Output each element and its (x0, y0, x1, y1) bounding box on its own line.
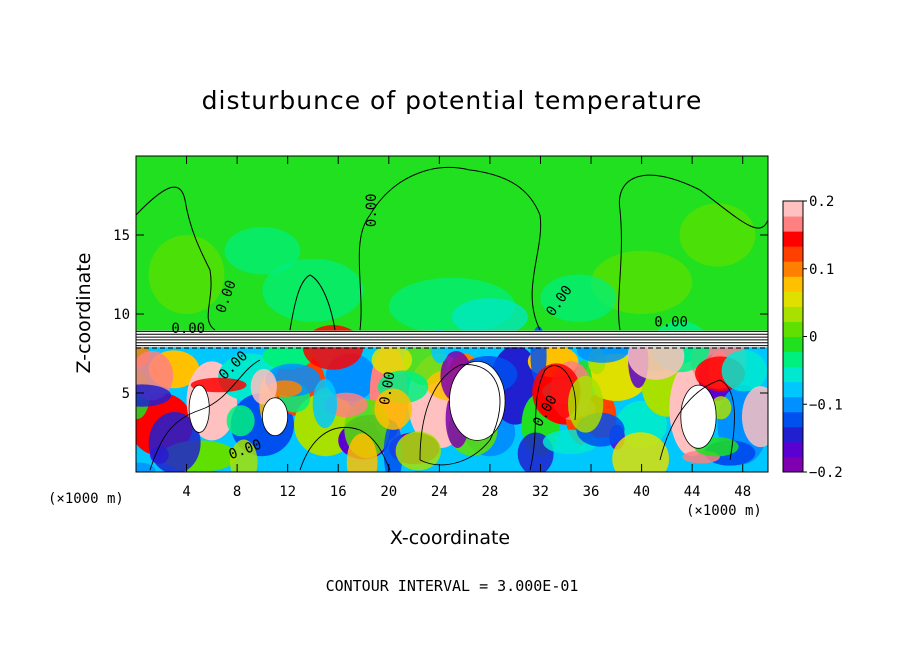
contour-label: 0.00 (654, 315, 688, 331)
turbulent-patch (250, 368, 277, 405)
x-tick-label: 8 (233, 484, 241, 500)
upper-patch (540, 274, 617, 322)
contour-interval-text: CONTOUR INTERVAL = 3.000E-01 (325, 577, 579, 595)
x-tick-label: 32 (532, 484, 549, 500)
contour-label: 0.00 (171, 321, 205, 337)
colorbar-swatch (783, 321, 803, 337)
contour-label: 0.00 (364, 193, 380, 227)
contour-line (289, 274, 336, 331)
out-of-range-patch (449, 360, 506, 441)
colorbar-swatch (783, 246, 803, 262)
inversion-band (136, 330, 768, 348)
colorbar-swatch (783, 291, 803, 307)
y-axis-label: Z-coordinate (73, 252, 95, 374)
colorbar-swatch (783, 381, 803, 398)
contour-line (659, 379, 735, 461)
x-tick-label: 4 (182, 484, 190, 500)
colorbar-swatch (783, 306, 803, 322)
y-tick-label: 10 (113, 307, 130, 323)
out-of-range-patch (680, 384, 717, 449)
upper-patch (148, 235, 225, 314)
colorbar-swatch (783, 231, 803, 247)
colorbar-swatch (783, 426, 803, 443)
contour-line (419, 364, 501, 466)
x-tick-label: 16 (330, 484, 347, 500)
y-tick-label: 15 (113, 228, 130, 244)
colorbar-swatch (783, 216, 803, 232)
turbulent-patch (136, 384, 172, 407)
colorbar-swatch (783, 201, 803, 217)
x-tick-label: 44 (684, 484, 701, 500)
contour-line (529, 365, 577, 471)
turbulent-patch (136, 462, 156, 472)
turbulent-patch (262, 344, 313, 370)
colorbar-tick-label: 0.1 (809, 262, 834, 278)
x-tick-label: 48 (734, 484, 751, 500)
colorbar-swatch (783, 276, 803, 292)
chart-title: disturbunce of potential temperature (201, 86, 703, 115)
colorbar-swatch (783, 396, 803, 413)
colorbar-tick-label: −0.2 (809, 465, 843, 481)
turbulent-patch (346, 433, 378, 472)
turbulent-patch (567, 375, 604, 433)
colorbar-tick-label: −0.1 (809, 397, 843, 413)
contour-line (136, 186, 216, 331)
x-unit-label-right: (×1000 m) (686, 503, 762, 519)
out-of-range-patch (188, 384, 210, 433)
colorbar-tick-label: 0.2 (809, 194, 834, 210)
y-tick-label: 5 (122, 386, 130, 402)
turbulent-patch (395, 431, 441, 471)
colorbar-swatch (783, 366, 803, 383)
turbulent-patch (148, 411, 201, 472)
upper-patch (679, 203, 756, 267)
colorbar-swatch (783, 336, 803, 353)
upper-patch (452, 298, 528, 337)
turbulent-patch (312, 378, 338, 429)
turbulent-patch (374, 388, 413, 430)
x-unit-label-left: (×1000 m) (48, 491, 124, 507)
x-tick-label: 28 (481, 484, 498, 500)
out-of-range-patch (261, 397, 289, 437)
colorbar-swatch (783, 441, 803, 458)
turbulent-patch (741, 386, 768, 448)
colorbar-swatch (783, 351, 803, 368)
x-tick-label: 40 (633, 484, 650, 500)
turbulent-patch (612, 432, 670, 472)
field-layer: 0.000.000.000.000.000.000.000.000.00 (136, 156, 768, 472)
x-tick-label: 12 (279, 484, 296, 500)
colorbar-swatch (783, 456, 803, 473)
turbulent-patch (371, 344, 413, 376)
contour-label: 0.00 (377, 370, 399, 406)
turbulent-patch (226, 405, 255, 437)
x-tick-label: 36 (583, 484, 600, 500)
turbulent-patch (229, 439, 258, 472)
contour-line (149, 359, 261, 471)
colorbar-swatch (783, 411, 803, 428)
contour-line (618, 174, 768, 331)
x-axis-label: X-coordinate (389, 527, 511, 549)
x-tick-label: 24 (431, 484, 448, 500)
colorbar-swatch (783, 261, 803, 277)
contour-line (358, 166, 542, 331)
upper-patch (262, 258, 364, 322)
contour-line (299, 426, 391, 471)
colorbar-tick-label: 0 (809, 330, 817, 346)
x-tick-label: 20 (380, 484, 397, 500)
turbulent-patch (721, 349, 767, 392)
upper-patch (224, 227, 301, 275)
